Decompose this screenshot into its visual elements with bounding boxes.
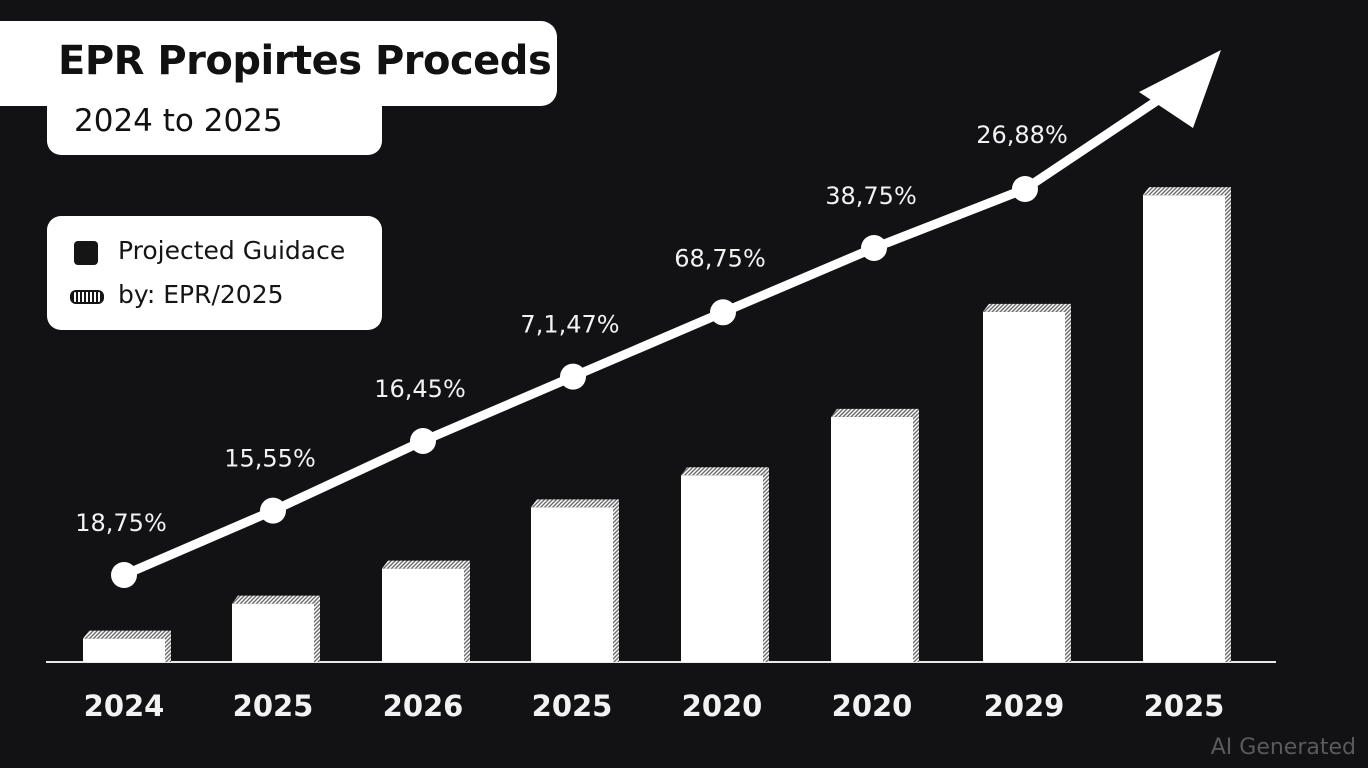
bar-0 [83, 638, 165, 662]
legend [47, 216, 382, 330]
point-label-3: 7,1,47% [520, 311, 619, 339]
watermark-text: AI Generated [1210, 735, 1356, 760]
bar-top-1 [232, 595, 320, 604]
line-point-5 [861, 234, 887, 261]
bar-6 [983, 311, 1065, 662]
x-tick-label-7: 2025 [1144, 689, 1225, 723]
x-tick-label-5: 2020 [832, 689, 913, 723]
bar-side-1 [314, 595, 320, 662]
line-point-6 [1012, 176, 1038, 202]
line-point-2 [410, 427, 436, 454]
point-label-6: 26,88% [976, 121, 1068, 149]
bar-2 [382, 568, 464, 662]
legend-swatch-bar [74, 241, 98, 265]
subtitle-box [47, 100, 382, 155]
bar-top-6 [983, 303, 1071, 312]
line-point-0 [111, 562, 137, 588]
title-box [0, 21, 557, 106]
trend-line [119, 75, 1193, 580]
bar-top-3 [531, 499, 619, 508]
bar-4 [681, 475, 763, 662]
x-tick-label-4: 2020 [682, 689, 763, 723]
bar-side-2 [464, 560, 470, 662]
x-tick-label-3: 2025 [532, 689, 613, 723]
bar-side-4 [763, 467, 769, 662]
bar-top-5 [831, 408, 919, 417]
line-point-4 [710, 299, 736, 326]
trend-arrow-head [1139, 50, 1221, 128]
point-label-0: 18,75% [75, 509, 167, 537]
bar-3 [531, 507, 613, 662]
x-tick-label-1: 2025 [233, 689, 314, 723]
bar-top-2 [382, 560, 470, 569]
legend-label-line: by: EPR/2025 [118, 280, 284, 309]
x-tick-label-2: 2026 [383, 689, 464, 723]
bar-side-6 [1065, 303, 1071, 662]
bar-top-0 [83, 630, 171, 639]
bar-side-0 [165, 630, 171, 662]
line-point-1 [260, 497, 286, 524]
bar-side-5 [913, 408, 919, 662]
line-point-3 [560, 363, 586, 390]
x-tick-label-0: 2024 [84, 689, 165, 723]
bar-1 [232, 603, 314, 662]
bar-top-7 [1143, 187, 1231, 196]
bar-top-4 [681, 467, 769, 476]
bar-5 [831, 416, 913, 662]
legend-swatch-line [70, 290, 104, 304]
x-tick-label-6: 2029 [984, 689, 1065, 723]
bar-7 [1143, 195, 1225, 663]
point-label-5: 38,75% [825, 182, 917, 210]
legend-label-bar: Projected Guidace [118, 236, 346, 265]
bar-side-7 [1225, 187, 1231, 663]
point-label-1: 15,55% [224, 445, 316, 473]
bar-side-3 [613, 499, 619, 662]
point-label-2: 16,45% [374, 375, 466, 403]
chart-subtitle: 2024 to 2025 [74, 103, 283, 139]
chart-title: EPR Propirtes Proceds [58, 38, 552, 84]
point-label-4: 68,75% [674, 244, 766, 272]
